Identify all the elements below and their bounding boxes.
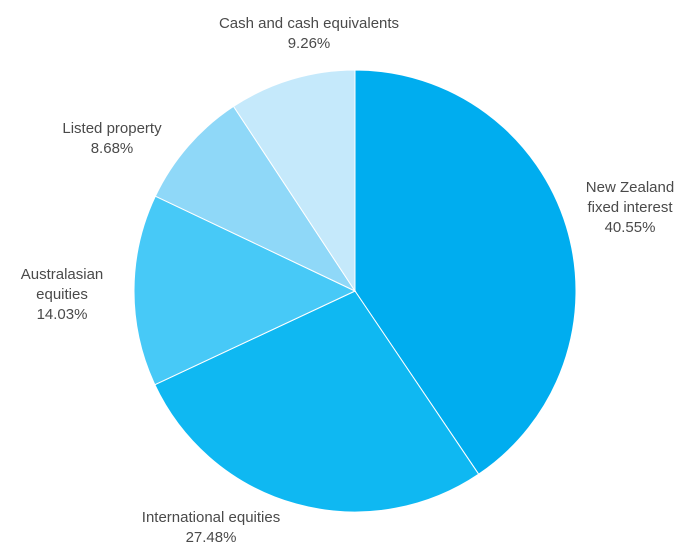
slice-label-line: fixed interest	[587, 199, 673, 216]
slice-label: Australasian equities 14.03%	[21, 266, 104, 323]
slice-label: International equities 27.48%	[142, 509, 280, 546]
slice-label-line: Australasian	[21, 266, 104, 283]
slice-label-line: equities	[36, 286, 88, 303]
slice-value-label: 27.48%	[186, 529, 237, 546]
slices-layer	[133, 69, 577, 513]
pie-slice	[354, 69, 577, 475]
pie-slice	[154, 290, 480, 513]
slice-label-line: New Zealand	[586, 179, 674, 196]
slice-label: New Zealand fixed interest 40.55%	[586, 179, 674, 236]
slice-label-line: Cash and cash equivalents	[219, 15, 399, 32]
slice-label: Listed property 8.68%	[62, 120, 162, 157]
slice-label: Cash and cash equivalents 9.26%	[219, 15, 399, 52]
slice-value-label: 8.68%	[91, 140, 134, 157]
labels-layer: New Zealand fixed interest 40.55% Internati…	[21, 15, 674, 546]
pie-slice	[154, 105, 357, 293]
slice-value-label: 14.03%	[37, 306, 88, 323]
pie-slice	[232, 69, 356, 293]
slice-label-line: Listed property	[62, 120, 162, 137]
slice-value-label: 40.55%	[605, 219, 656, 236]
slice-label-line: International equities	[142, 509, 280, 526]
pie-slice	[133, 195, 357, 386]
slice-value-label: 9.26%	[288, 35, 331, 52]
